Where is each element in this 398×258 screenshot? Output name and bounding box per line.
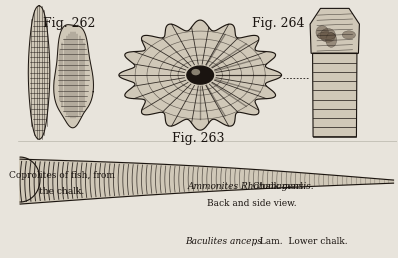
- Ellipse shape: [320, 28, 336, 42]
- Ellipse shape: [317, 32, 336, 40]
- Text: Baculites anceps: Baculites anceps: [185, 237, 262, 246]
- Polygon shape: [20, 157, 40, 204]
- Polygon shape: [310, 9, 359, 53]
- Polygon shape: [20, 159, 394, 204]
- Polygon shape: [119, 20, 281, 130]
- Text: Coprolites of fish, from: Coprolites of fish, from: [9, 171, 115, 180]
- Ellipse shape: [342, 31, 355, 39]
- Ellipse shape: [326, 33, 337, 47]
- Text: Ammonites Rhotomagensis.: Ammonites Rhotomagensis.: [188, 182, 315, 191]
- Polygon shape: [312, 53, 357, 137]
- Ellipse shape: [316, 26, 328, 39]
- Polygon shape: [28, 6, 50, 139]
- Text: Fig. 264: Fig. 264: [252, 17, 304, 30]
- Text: Chalk marl.: Chalk marl.: [250, 182, 306, 191]
- Text: Fig. 262: Fig. 262: [43, 17, 96, 30]
- Text: Back and side view.: Back and side view.: [207, 199, 296, 208]
- Text: the chalk.: the chalk.: [39, 187, 84, 196]
- Text: Fig. 263: Fig. 263: [172, 132, 224, 144]
- Circle shape: [187, 66, 213, 84]
- Polygon shape: [54, 25, 94, 128]
- Circle shape: [192, 70, 199, 75]
- Text: , Lam.  Lower chalk.: , Lam. Lower chalk.: [254, 237, 347, 246]
